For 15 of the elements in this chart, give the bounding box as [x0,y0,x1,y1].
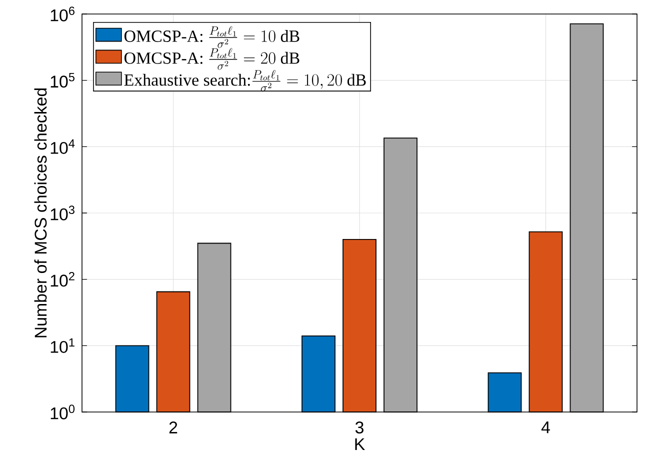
x-tick-label: 4 [541,421,550,434]
legend-label: $\text{Exhaustive search:}\frac{P_{tot}\ell_1}{\sigma^2}=10,20\text{ dB}$ [124,70,366,92]
y-tick-label: 10$^{3}$ [50,206,74,220]
y-tick-label: 10$^{6}$ [50,6,74,22]
y-axis-title: Number of MCS choices checked [34,88,47,338]
x-tick-label: 2 [169,421,178,434]
y-tick-label: 10$^{0}$ [50,404,75,420]
y-tick-label: 10$^{4}$ [50,139,75,154]
legend-label: $\text{OMCSP-A: }\frac{P_{tot}\ell_1}{\sigma^2}=10\text{ dB}$ [124,26,300,48]
y-tick-label: 10$^{5}$ [50,73,74,88]
y-tick-label: 10$^{2}$ [50,272,74,287]
legend-label: $\text{OMCSP-A: }\frac{P_{tot}\ell_1}{\sigma^2}=20\text{ dB}$ [124,48,300,70]
x-axis-title: K [355,438,365,450]
y-tick-label: 10$^{1}$ [50,338,74,353]
x-tick-label: 3 [355,421,364,434]
